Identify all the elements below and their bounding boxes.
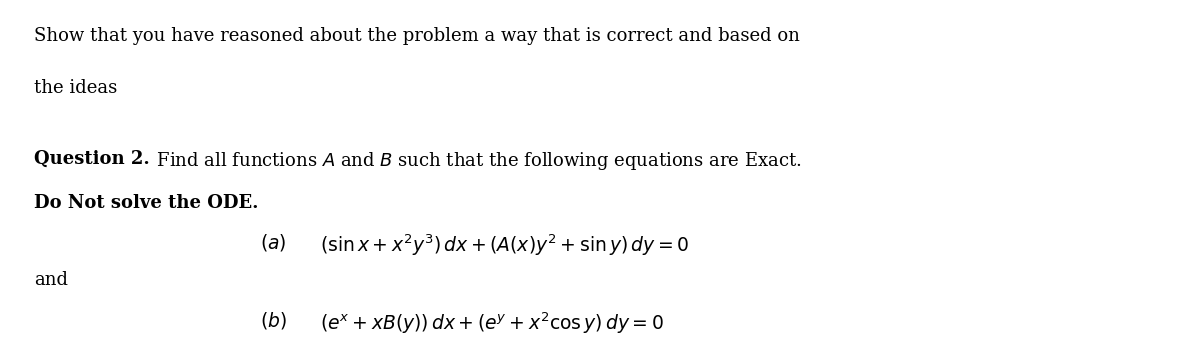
Text: $(e^x + xB(y))\, dx + (e^y + x^2 \cos y)\, dy = 0$: $(e^x + xB(y))\, dx + (e^y + x^2 \cos y)… [320, 310, 664, 335]
Text: $(a)$: $(a)$ [260, 232, 287, 253]
Text: Do Not solve the ODE.: Do Not solve the ODE. [34, 193, 258, 212]
Text: and: and [34, 271, 68, 289]
Text: $(\sin x + x^2y^3)\, dx + (A(x)y^2 + \sin y)\, dy = 0$: $(\sin x + x^2y^3)\, dx + (A(x)y^2 + \si… [320, 232, 689, 258]
Text: $(b)$: $(b)$ [260, 310, 287, 331]
Text: Show that you have reasoned about the problem a way that is correct and based on: Show that you have reasoned about the pr… [34, 27, 800, 45]
Text: the ideas: the ideas [34, 79, 118, 97]
Text: Question 2.: Question 2. [34, 150, 150, 168]
Text: Find all functions $A$ and $B$ such that the following equations are Exact.: Find all functions $A$ and $B$ such that… [151, 150, 802, 172]
